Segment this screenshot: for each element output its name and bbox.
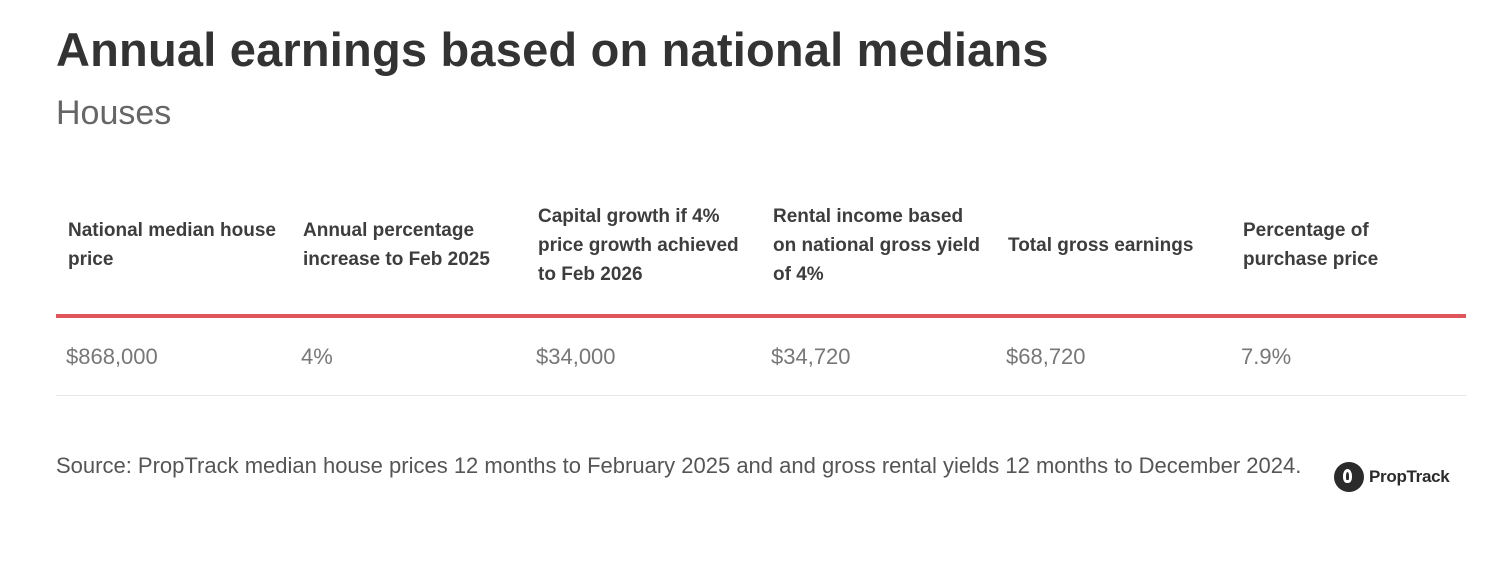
proptrack-logo-icon [1334,462,1364,492]
column-header-median-price: National median house price [68,220,276,270]
table-header-row: National median house price Annual perce… [56,176,1466,318]
proptrack-logo-text: PropTrack [1369,467,1450,486]
column-header-rental-income: Rental income based on national gross yi… [773,205,980,285]
cell-rental-income: $34,720 [771,343,851,369]
column-header-total-earnings: Total gross earnings [1008,234,1194,256]
chart-title: Annual earnings based on national median… [56,23,1049,76]
cell-percentage-of-price: 7.9% [1241,343,1292,369]
chart-card: Annual earnings based on national median… [56,0,1466,569]
cell-total-earnings: $68,720 [1006,343,1086,369]
column-header-annual-increase: Annual percentage increase to Feb 2025 [303,220,490,270]
earnings-table: National median house price Annual perce… [56,176,1466,396]
cell-capital-growth: $34,000 [536,343,616,369]
proptrack-logo: PropTrack [1334,462,1450,492]
column-header-percentage-of-price: Percentage of purchase price [1243,220,1379,270]
column-header-capital-growth: Capital growth if 4% price growth achiev… [538,205,739,285]
table-row: $868,000 4% $34,000 $34,720 $68,720 7.9% [56,318,1466,396]
cell-median-price: $868,000 [66,343,158,369]
chart-subtitle: Houses [56,94,172,132]
cell-annual-increase: 4% [301,343,333,369]
source-note: Source: PropTrack median house prices 12… [56,453,1302,478]
